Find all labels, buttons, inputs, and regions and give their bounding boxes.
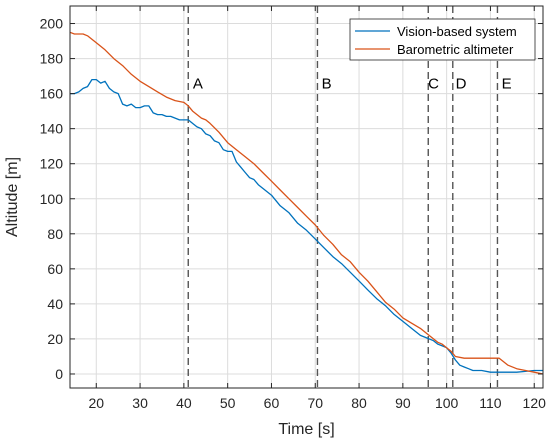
x-tick-label: 70 (307, 395, 323, 411)
phase-label-a: A (193, 75, 203, 92)
x-tick-label: 110 (479, 395, 502, 411)
y-tick-label: 120 (40, 156, 64, 172)
phase-label-c: C (428, 75, 439, 92)
x-axis-label: Time [s] (278, 421, 334, 438)
x-tick-label: 90 (395, 395, 411, 411)
y-tick-label: 20 (47, 331, 63, 347)
legend-box (349, 18, 536, 61)
y-tick-label: 100 (40, 191, 64, 207)
y-tick-label: 60 (47, 261, 63, 277)
grid (70, 6, 543, 388)
y-tick-label: 0 (55, 366, 63, 382)
y-axis-label: Altitude [m] (4, 157, 21, 237)
x-tick-label: 100 (435, 395, 459, 411)
legend-label-barometric: Barometric altimeter (397, 42, 514, 57)
x-tick-label: 60 (264, 395, 280, 411)
series-line-barometric (69, 31, 544, 375)
x-tick-label: 30 (132, 395, 148, 411)
legend: Vision-based system Barometric altimeter (349, 18, 536, 61)
phase-label-d: D (456, 75, 467, 92)
x-tick-label: 50 (220, 395, 236, 411)
x-tick-label: 40 (176, 395, 192, 411)
data-series (69, 31, 544, 375)
phase-boundary-lines (187, 6, 499, 388)
y-tick-label: 140 (40, 121, 64, 137)
y-tick-label: 40 (47, 296, 63, 312)
axis-ticks: 20 30 40 50 60 70 80 90 100 110 120 0 20 40 60 80 100 120… (40, 6, 546, 411)
x-tick-label: 120 (523, 395, 547, 411)
phase-label-b: B (322, 75, 332, 92)
legend-label-vision: Vision-based system (397, 24, 517, 39)
y-tick-label: 200 (40, 16, 64, 32)
phase-label-e: E (502, 75, 512, 92)
y-tick-label: 180 (40, 51, 64, 67)
x-tick-label: 80 (351, 395, 367, 411)
plot-area (70, 6, 543, 388)
y-tick-label: 160 (40, 86, 64, 102)
y-tick-label: 80 (47, 226, 63, 242)
plot-frame (69, 5, 544, 389)
x-tick-label: 20 (88, 395, 104, 411)
